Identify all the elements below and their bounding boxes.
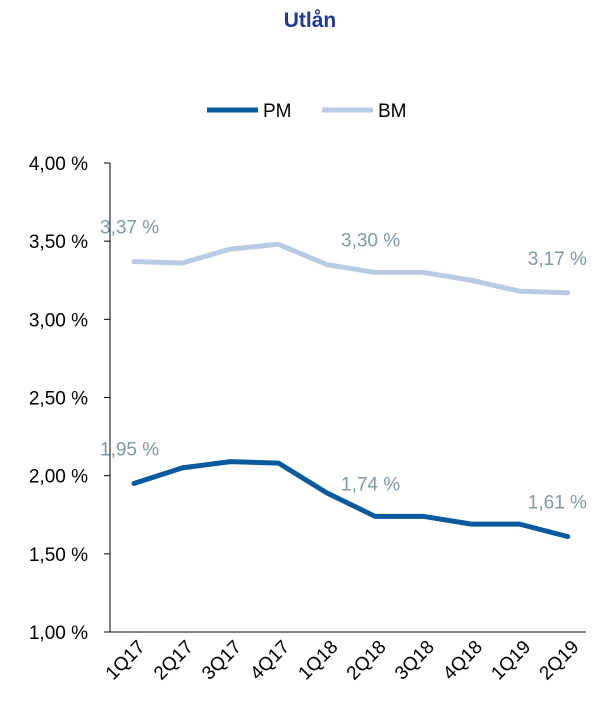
chart-title: Utlån bbox=[284, 9, 337, 32]
legend-label-pm: PM bbox=[263, 101, 292, 122]
x-tick-label: 1Q19 bbox=[487, 637, 535, 685]
x-tick-label: 2Q17 bbox=[150, 637, 198, 685]
legend: PM BM bbox=[207, 101, 407, 122]
data-label-bm: 3,17 % bbox=[528, 249, 587, 270]
y-tick-label: 2,00 % bbox=[29, 467, 88, 488]
series-lines bbox=[131, 241, 571, 540]
series-line-pm bbox=[131, 459, 571, 540]
x-tick-label: 4Q18 bbox=[439, 637, 487, 685]
y-tick-label: 1,50 % bbox=[29, 545, 88, 566]
x-tick-label: 3Q18 bbox=[391, 637, 439, 685]
data-label-pm: 1,74 % bbox=[341, 474, 400, 495]
legend-label-bm: BM bbox=[378, 101, 407, 122]
y-tick-label: 2,50 % bbox=[29, 389, 88, 410]
data-labels: 1,95 % 1,74 % 1,61 % 3,37 % 3,30 % 3,17 % bbox=[100, 217, 587, 513]
x-tick-label: 2Q19 bbox=[536, 637, 584, 685]
x-tick-label: 1Q17 bbox=[102, 637, 150, 685]
data-label-bm: 3,37 % bbox=[100, 217, 159, 238]
x-tick-label: 1Q18 bbox=[295, 637, 343, 685]
x-tick-label: 4Q17 bbox=[246, 637, 294, 685]
y-axis-ticks: 4,00 % 3,50 % 3,00 % 2,50 % 2,00 % 1,50 % 1,00… bbox=[29, 154, 110, 644]
y-tick-label: 4,00 % bbox=[29, 154, 88, 175]
x-axis-ticks: 1Q17 2Q17 3Q17 4Q17 1Q18 2Q18 3Q18 4Q18 1Q19 2Q19 bbox=[102, 637, 584, 685]
y-tick-label: 3,00 % bbox=[29, 310, 88, 331]
data-label-bm: 3,30 % bbox=[341, 230, 400, 251]
x-tick-label: 2Q18 bbox=[343, 637, 391, 685]
y-tick-label: 3,50 % bbox=[29, 232, 88, 253]
data-label-pm: 1,61 % bbox=[528, 493, 587, 514]
y-tick-label: 1,00 % bbox=[29, 623, 88, 644]
series-line-bm bbox=[131, 241, 571, 296]
x-tick-label: 3Q17 bbox=[198, 637, 246, 685]
data-label-pm: 1,95 % bbox=[100, 439, 159, 460]
